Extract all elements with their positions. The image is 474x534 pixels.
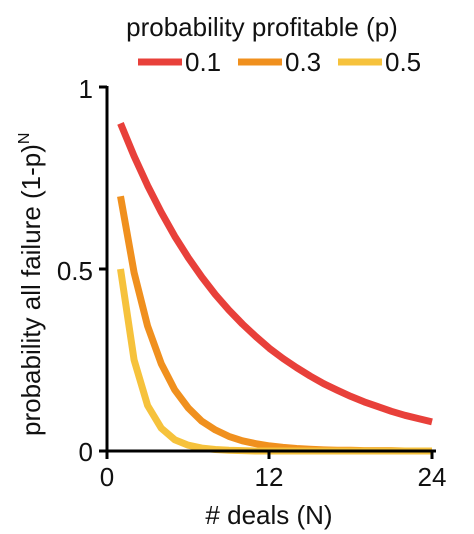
legend-label-0-1: 0.1	[185, 47, 221, 77]
y-axis-label: probability all failure (1-p)N	[16, 133, 46, 436]
x-tick-label-24: 24	[418, 462, 447, 492]
x-axis-label: # deals (N)	[205, 500, 332, 530]
y-axis-label-main: probability all failure (1-p)	[16, 144, 46, 436]
series-layer	[117, 122, 433, 455]
series-line-0-1	[117, 122, 433, 426]
x-tick-label-0: 0	[100, 462, 114, 492]
legend-title: probability profitable (p)	[126, 12, 398, 42]
legend: 0.1 0.3 0.5	[138, 47, 421, 77]
y-axis-label-group: probability all failure (1-p)N	[16, 133, 46, 436]
x-tick-label-12: 12	[255, 462, 284, 492]
series-line-0-5	[117, 268, 432, 455]
legend-label-0-5: 0.5	[385, 47, 421, 77]
y-tick-label-1: 1	[79, 74, 93, 104]
legend-label-0-3: 0.3	[285, 47, 321, 77]
y-axis-label-superscript: N	[16, 133, 33, 145]
y-tick-label-0: 0	[79, 437, 93, 467]
y-tick-label-0-5: 0.5	[57, 256, 93, 286]
